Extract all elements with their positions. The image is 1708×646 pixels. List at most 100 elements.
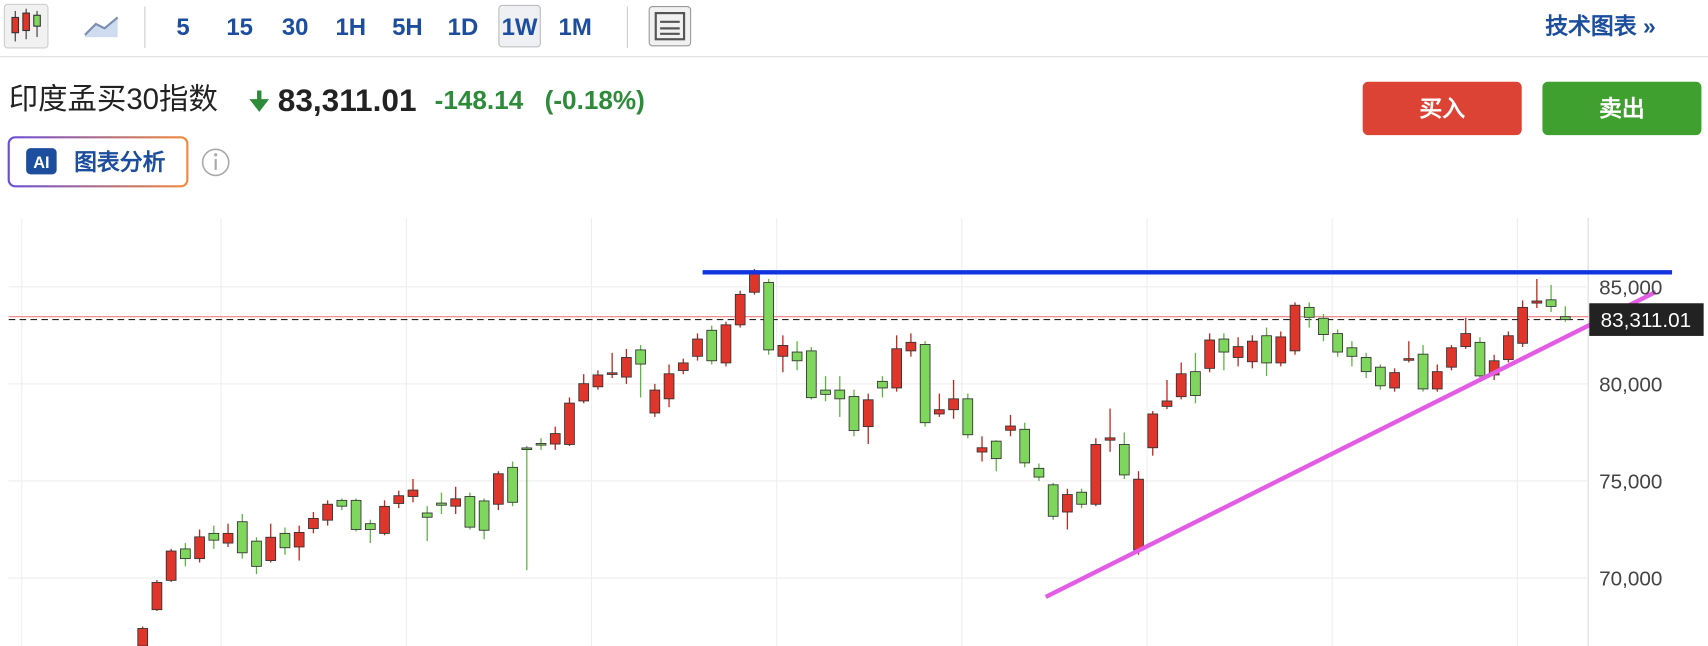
candle-body (493, 473, 504, 505)
price: 83,311.01 (278, 82, 417, 118)
change-pct: (-0.18%) (545, 85, 645, 115)
candle-body (507, 466, 518, 503)
candle-body (478, 500, 490, 531)
candle-body (820, 389, 831, 395)
candle-body (592, 374, 604, 388)
candle-body (1204, 339, 1215, 369)
candle-body (692, 338, 703, 357)
info-icon[interactable] (201, 148, 230, 177)
candle-body (1460, 333, 1472, 348)
candle-body (1275, 336, 1287, 364)
candle-body (1289, 304, 1301, 352)
candle-body (1047, 484, 1059, 517)
candle-body (222, 532, 234, 544)
sell-label[interactable]: 卖出 (1599, 96, 1645, 122)
candle-body (208, 532, 220, 541)
candle-body (194, 536, 205, 560)
toolbar (0, 0, 1708, 57)
candle-body (265, 536, 277, 561)
instrument-name: 印度孟买30指数 (9, 83, 218, 116)
candle-body (834, 389, 846, 400)
candle-body (1062, 494, 1073, 513)
candle-body (1545, 299, 1557, 307)
timeframe[interactable]: 5 (176, 14, 189, 41)
candle-body (976, 447, 988, 453)
candle-body (1090, 444, 1102, 505)
timeframe-selected (498, 4, 541, 48)
candle-body (677, 362, 689, 371)
timeframe[interactable]: 30 (282, 14, 309, 41)
candle-body (1474, 341, 1486, 377)
candle-body (1303, 306, 1315, 318)
price-tag-label: 83,311.01 (1601, 309, 1692, 332)
candle-body (1403, 358, 1415, 361)
y-tick-label: 85,000 (1599, 276, 1662, 299)
candle-body (1559, 316, 1571, 321)
ai-badge-text: AI (33, 154, 49, 172)
timeframe[interactable]: 1D (448, 14, 479, 41)
candle-body (464, 496, 476, 528)
candle-body (791, 351, 803, 362)
candle-body (450, 498, 462, 507)
y-tick-label: 70,000 (1599, 568, 1662, 591)
candle-body (236, 521, 248, 554)
candle-body (180, 548, 191, 560)
candle-body (805, 350, 817, 399)
timeframe[interactable]: 5H (392, 14, 423, 41)
candle-body (734, 293, 746, 326)
timeframe[interactable]: 15 (226, 14, 253, 41)
candle-body (279, 532, 291, 549)
candle-body (1118, 444, 1130, 476)
trend-line[interactable] (1044, 290, 1657, 599)
candle-body (535, 443, 547, 446)
timeframe[interactable]: 1W (502, 14, 538, 41)
candle-body (1076, 491, 1087, 505)
candle-body (891, 348, 903, 389)
timeframe[interactable]: 1M (559, 14, 592, 41)
candle-body (407, 489, 419, 497)
candle-body (322, 503, 333, 521)
timeframe[interactable]: 1H (335, 14, 366, 41)
candle-body (962, 398, 974, 436)
candle-body (621, 357, 632, 378)
buy-label[interactable]: 买入 (1419, 96, 1465, 122)
candle-body (1431, 371, 1443, 390)
tech-chart-link[interactable]: 技术图表 » (1545, 13, 1656, 39)
candle-body (436, 502, 447, 506)
candle-body (379, 505, 390, 534)
candle-body (393, 495, 405, 504)
candle-body (1175, 373, 1187, 398)
y-tick-label: 80,000 (1599, 374, 1662, 397)
candle-body (336, 499, 348, 507)
candle-body (763, 282, 774, 351)
candle-body (649, 389, 661, 414)
candle-body (165, 550, 177, 581)
ai-label[interactable]: 图表分析 (74, 149, 166, 175)
change: -148.14 (435, 85, 524, 115)
candle-body (1332, 333, 1344, 353)
area-icon[interactable] (84, 16, 119, 38)
candle-body (1517, 306, 1528, 344)
candle-body (1261, 335, 1272, 364)
down-arrow (249, 90, 270, 112)
candle-body (862, 399, 874, 428)
candle-body (1190, 371, 1201, 396)
layout-icon[interactable] (648, 6, 692, 47)
buy-button[interactable] (1362, 81, 1522, 136)
candle-body (1019, 428, 1031, 464)
candle-body (720, 324, 732, 364)
candle-body (251, 540, 262, 567)
candle-body (749, 273, 760, 293)
sell-button[interactable] (1542, 81, 1702, 136)
candle-body (521, 447, 533, 451)
y-tick-label: 75,000 (1599, 471, 1662, 494)
candle-icon[interactable] (3, 3, 49, 49)
candle-body (1232, 346, 1244, 358)
candle-body (564, 402, 575, 445)
ai-badge (26, 148, 57, 175)
candle-body (1346, 347, 1358, 357)
candle-body (578, 383, 590, 402)
candle-body (1033, 467, 1045, 478)
